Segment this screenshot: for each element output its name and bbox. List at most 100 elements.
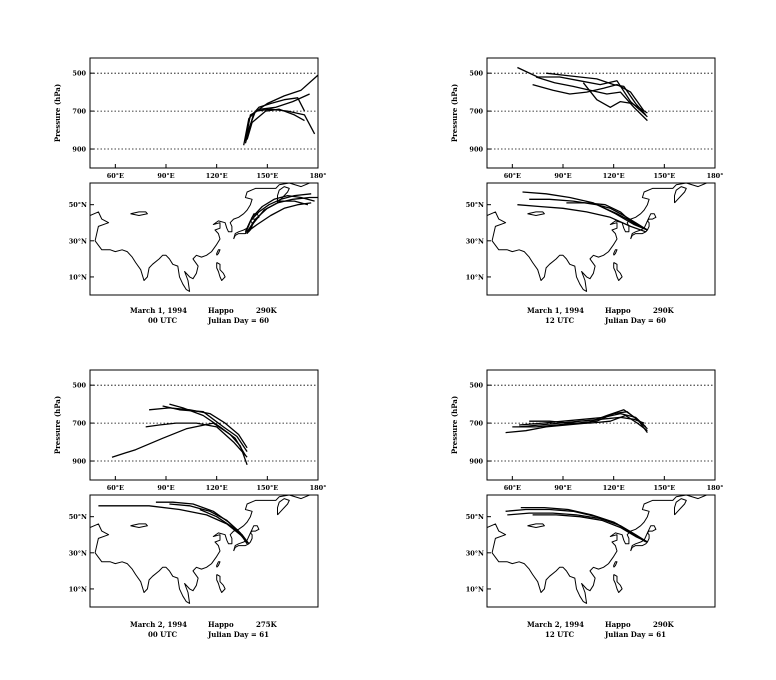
trajectory-profile-line xyxy=(517,66,648,118)
profile-frame xyxy=(486,369,716,481)
trajectory-profile-line xyxy=(246,108,305,140)
trajectory-map-line xyxy=(244,194,315,234)
coastline xyxy=(613,249,618,256)
coastline xyxy=(216,561,221,568)
panel-top-right: 500 700 900 60°E 90°E 120°E 150°E 180° Pressure … xyxy=(450,57,724,325)
lat-tick-label: 50°N xyxy=(69,513,87,521)
x-tick-label: 150°E xyxy=(256,484,278,492)
caption-date: March 2, 1994 xyxy=(130,620,187,629)
caption-julian-day: Julian Day = 60 xyxy=(207,316,269,325)
map-frame xyxy=(89,494,319,608)
trajectory-map-line xyxy=(246,200,309,233)
caption-date: March 1, 1994 xyxy=(527,306,584,315)
x-tick-label: 180° xyxy=(310,172,327,180)
caption-time: 00 UTC xyxy=(148,316,177,325)
trajectory-map-line xyxy=(517,204,647,233)
coastline xyxy=(277,186,290,204)
y-tick-label: 900 xyxy=(72,146,86,154)
caption-time: 12 UTC xyxy=(545,630,574,639)
trajectory-map-line xyxy=(520,506,647,543)
coastline xyxy=(487,183,708,292)
caption-temperature: 290K xyxy=(653,620,675,629)
x-tick-label: 180° xyxy=(707,172,724,180)
x-tick-label: 90°E xyxy=(157,172,174,180)
trajectory-profile-line xyxy=(169,403,246,456)
caption-julian-day: Julian Day = 61 xyxy=(604,630,666,639)
trajectory-profile-line xyxy=(532,83,645,112)
coastline xyxy=(487,495,708,604)
panel-caption: March 1, 1994 Happo 290K 00 UTC Julian Day =… xyxy=(130,306,278,325)
lat-tick-label: 50°N xyxy=(466,513,484,521)
x-tick-label: 150°E xyxy=(653,484,675,492)
y-tick-label: 500 xyxy=(72,382,86,390)
trajectory-map-line xyxy=(246,202,312,233)
x-tick-label: 120°E xyxy=(603,484,625,492)
caption-temperature: 290K xyxy=(256,306,278,315)
coastline xyxy=(613,262,623,281)
caption-station: Happo xyxy=(208,306,234,315)
trajectory-profile-line xyxy=(244,108,316,138)
y-tick-label: 700 xyxy=(469,108,483,116)
panel-caption: March 2, 1994 Happo 275K 00 UTC Julian Day =… xyxy=(130,620,278,639)
y-tick-label: 500 xyxy=(469,382,483,390)
coastline xyxy=(277,498,290,516)
x-tick-label: 90°E xyxy=(157,484,174,492)
y-tick-label: 500 xyxy=(469,70,483,78)
coastline xyxy=(613,561,618,568)
y-axis-label: Pressure (hPa) xyxy=(450,84,459,142)
caption-station: Happo xyxy=(605,306,631,315)
panel-top-left: 500 700 900 60°E 90°E 120°E 150°E 180° Pressure … xyxy=(53,57,327,325)
lat-tick-label: 10°N xyxy=(466,585,484,593)
x-tick-label: 60°E xyxy=(504,484,521,492)
profile-frame xyxy=(89,57,319,169)
coastline xyxy=(216,249,221,256)
lat-tick-label: 30°N xyxy=(69,237,87,245)
coastline xyxy=(527,211,545,216)
panel-caption: March 2, 1994 Happo 290K 12 UTC Julian Day =… xyxy=(527,620,675,639)
y-tick-label: 700 xyxy=(469,420,483,428)
pressure-profile-plot: 500 700 900 60°E 90°E 120°E 150°E 180° Pressure … xyxy=(53,369,327,492)
panel-caption: March 1, 1994 Happo 290K 12 UTC Julian Day =… xyxy=(527,306,675,325)
trajectory-profile-line xyxy=(546,72,647,116)
coastline xyxy=(674,498,687,516)
x-tick-label: 120°E xyxy=(206,172,228,180)
panel-bottom-right: 500 700 900 60°E 90°E 120°E 150°E 180° Pressure … xyxy=(450,369,723,639)
x-tick-label: 150°E xyxy=(256,172,278,180)
pressure-profile-plot: 500 700 900 60°E 90°E 120°E 150°E 180° Pressure … xyxy=(450,369,723,492)
trajectory-map-line xyxy=(532,514,648,543)
caption-julian-day: Julian Day = 60 xyxy=(604,316,666,325)
trajectory-map-line xyxy=(596,204,648,231)
caption-station: Happo xyxy=(605,620,631,629)
trajectory-profile-line xyxy=(149,407,248,449)
coastline xyxy=(216,262,226,281)
trajectory-map-line xyxy=(522,191,648,231)
caption-julian-day: Julian Day = 61 xyxy=(207,630,269,639)
coastline xyxy=(130,211,148,216)
x-tick-label: 120°E xyxy=(603,172,625,180)
profile-frame xyxy=(89,369,319,481)
lat-tick-label: 30°N xyxy=(69,549,87,557)
caption-temperature: 275K xyxy=(256,620,278,629)
coastline xyxy=(527,523,545,528)
caption-time: 12 UTC xyxy=(545,316,574,325)
y-tick-label: 900 xyxy=(469,146,483,154)
caption-date: March 2, 1994 xyxy=(527,620,584,629)
caption-time: 00 UTC xyxy=(148,630,177,639)
y-axis-label: Pressure (hPa) xyxy=(53,396,62,454)
trajectory-profile-line xyxy=(519,412,647,428)
trajectory-map: 50°N 30°N 10°N xyxy=(466,494,716,608)
trajectory-profile-line xyxy=(244,93,310,142)
trajectory-profile-line xyxy=(519,416,645,428)
trajectory-map-line xyxy=(507,512,648,543)
x-tick-label: 180° xyxy=(310,484,327,492)
x-tick-label: 60°E xyxy=(107,172,124,180)
trajectory-map-line xyxy=(98,505,250,545)
trajectory-profile-line xyxy=(243,97,306,146)
trajectory-profile-line xyxy=(244,74,319,144)
map-frame xyxy=(486,494,716,608)
y-axis-label: Pressure (hPa) xyxy=(450,396,459,454)
lat-tick-label: 50°N xyxy=(466,201,484,209)
coastline xyxy=(90,495,311,604)
x-tick-label: 90°E xyxy=(554,484,571,492)
caption-station: Happo xyxy=(208,620,234,629)
